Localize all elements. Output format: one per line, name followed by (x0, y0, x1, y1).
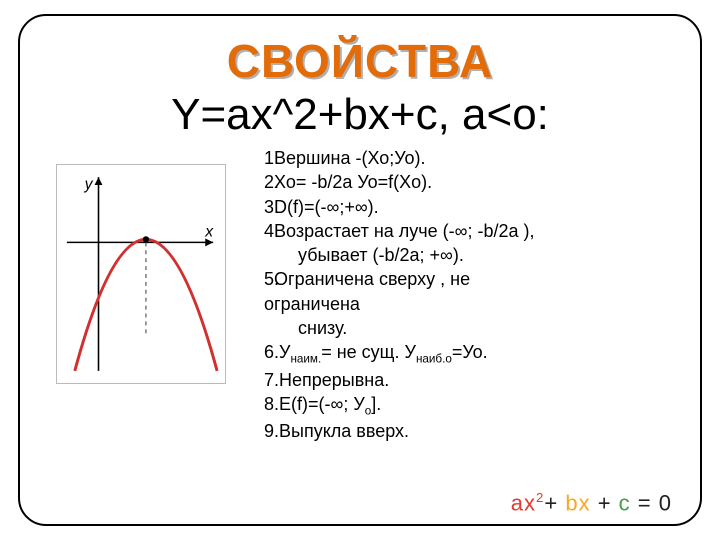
y-axis-arrow (95, 177, 103, 185)
prop-9-text: Выпукла вверх. (279, 421, 409, 441)
prop-6a: У (279, 342, 290, 362)
prop-5a-text: Ограничена сверху , не (274, 269, 470, 289)
x-axis-label: x (204, 223, 214, 240)
eq-x2: x (579, 490, 591, 515)
prop-4b: убывает (-b/2a; +∞). (244, 243, 674, 267)
prop-3: 3. D(f)=(-∞;+∞). (244, 195, 674, 219)
prop-9: 9. Выпукла вверх. (244, 419, 674, 443)
prop-6: 6. Унаим.= не сущ. Унаиб.о=Уо. (244, 340, 674, 367)
prop-8: 8. E(f)=(-∞; Уо]. (244, 392, 674, 419)
eq-b: b (565, 490, 578, 515)
eq-plus2: + (598, 490, 619, 515)
prop-3-text: D(f)=(-∞;+∞). (274, 197, 379, 217)
eq-eq: = (631, 490, 659, 515)
prop-1-text: Вершина -(Хо;Уо). (274, 148, 426, 168)
prop-5c-text: снизу. (298, 318, 347, 338)
prop-5b-text: ограничена (264, 294, 360, 314)
prop-4: 4. Возрастает на луче (-∞; -b/2a ), (244, 219, 674, 243)
prop-5b: ограничена (244, 292, 674, 316)
prop-6-sub2: наиб.о (416, 353, 452, 366)
parabola-chart: y x (56, 164, 226, 384)
prop-5: 5. Ограничена сверху , не (244, 267, 674, 291)
prop-6b: = не сущ. У (321, 342, 416, 362)
prop-5c: снизу. (244, 316, 674, 340)
prop-6c: =Уо. (452, 342, 488, 362)
eq-a: a (511, 490, 524, 515)
prop-7: 7. Непрерывна. (244, 368, 674, 392)
eq-plus1: + (544, 490, 565, 515)
properties-list: 1. Вершина -(Хо;Уо). 2. Хо= -b/2a Уо=f(X… (244, 146, 674, 444)
chart-svg: y x (57, 165, 225, 383)
prop-7-text: Непрерывна. (279, 370, 389, 390)
main-formula: Y=ax^2+bx+c, a<o: (46, 90, 674, 140)
prop-4a-text: Возрастает на луче (-∞; -b/2a ), (274, 221, 535, 241)
y-axis-label: y (84, 176, 94, 193)
bottom-equation: ax2+ bx + c = 0 (511, 490, 672, 516)
slide-frame: СВОЙСТВА Y=ax^2+bx+c, a<o: y x (18, 14, 702, 526)
eq-c: c (619, 490, 631, 515)
vertex-point (143, 236, 149, 242)
content-row: y x 1. Вершина -(Хо;Уо). 2. Хо= -b/2a Уо… (46, 146, 674, 444)
prop-1: 1. Вершина -(Хо;Уо). (244, 146, 674, 170)
prop-8b: ]. (371, 394, 381, 414)
eq-zero: 0 (659, 490, 672, 515)
eq-x: x (524, 490, 536, 515)
prop-8a: E(f)=(-∞; У (279, 394, 365, 414)
prop-2-text: Хо= -b/2a Уо=f(Xo). (274, 172, 432, 192)
prop-6-sub1: наим. (290, 353, 321, 366)
prop-4b-text: убывает (-b/2a; +∞). (298, 245, 464, 265)
slide-title: СВОЙСТВА (46, 34, 674, 88)
prop-2: 2. Хо= -b/2a Уо=f(Xo). (244, 170, 674, 194)
